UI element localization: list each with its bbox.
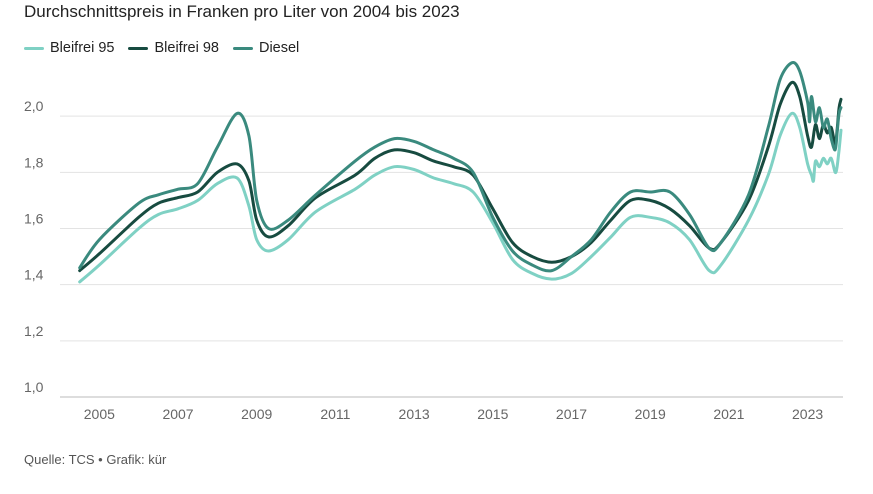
y-axis-ticks: 1,0 1,2 1,4 1,6 1,8 2,0 <box>24 98 44 395</box>
source-note: Quelle: TCS • Grafik: kür <box>24 452 167 467</box>
legend-swatch-diesel <box>232 46 253 50</box>
y-tick-label: 1,0 <box>24 379 44 395</box>
series-line-bleifrei-98[interactable] <box>78 80 843 273</box>
legend-label-bleifrei-95: Bleifrei 95 <box>50 40 115 56</box>
series-line-bleifrei-95[interactable] <box>78 111 843 284</box>
y-tick-label: 1,2 <box>24 323 44 339</box>
grid <box>60 115 843 398</box>
x-tick-label: 2021 <box>713 406 744 422</box>
legend-label-diesel: Diesel <box>258 40 300 56</box>
x-tick-label: 2005 <box>84 406 115 422</box>
legend-swatch-bleifrei-95 <box>24 46 44 50</box>
x-tick-label: 2019 <box>635 406 666 422</box>
x-tick-label: 2023 <box>792 406 823 422</box>
x-tick-label: 2015 <box>477 406 508 422</box>
y-tick-label: 1,8 <box>24 154 44 170</box>
series-line-diesel[interactable] <box>78 61 843 273</box>
x-tick-label: 2009 <box>241 406 272 422</box>
x-tick-label: 2011 <box>320 406 350 422</box>
x-axis-ticks: 2005 2007 2009 2011 2013 2015 2017 2019 2021 2023 <box>84 406 824 422</box>
x-tick-label: 2013 <box>399 406 430 422</box>
legend-item-bleifrei-95[interactable]: Bleifrei 95 <box>24 40 114 56</box>
x-tick-label: 2007 <box>162 406 193 422</box>
legend-item-bleifrei-98[interactable]: Bleifrei 98 <box>128 40 219 56</box>
legend-swatch-bleifrei-98 <box>128 46 149 50</box>
legend-item-diesel[interactable]: Diesel <box>232 40 300 56</box>
y-tick-label: 1,4 <box>24 267 44 283</box>
legend-label-bleifrei-98: Bleifrei 98 <box>154 40 219 56</box>
x-tick-label: 2017 <box>556 406 587 422</box>
legend: Bleifrei 95 Bleifrei 98 Diesel <box>24 40 299 56</box>
series-lines <box>78 61 843 284</box>
chart-title: Durchschnittspreis in Franken pro Liter … <box>24 2 460 21</box>
y-tick-label: 2,0 <box>24 98 44 114</box>
y-tick-label: 1,6 <box>24 211 44 227</box>
